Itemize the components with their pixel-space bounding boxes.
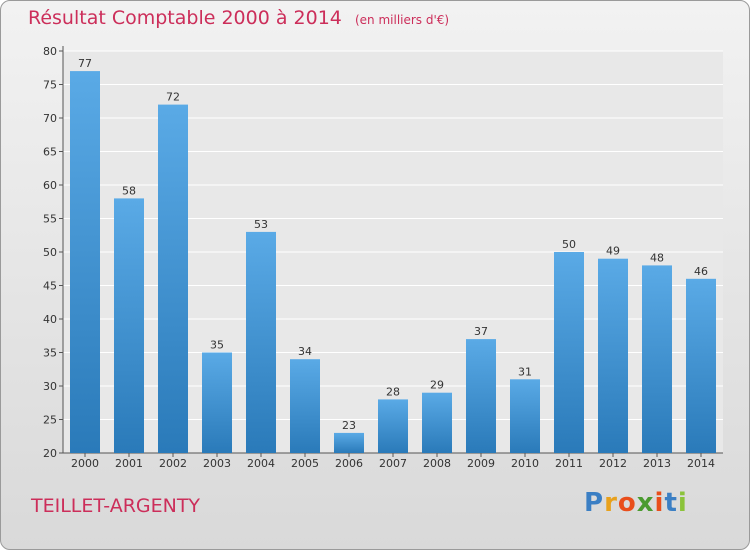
x-tick-label: 2011 — [555, 457, 583, 470]
bar — [422, 392, 452, 453]
bar — [466, 339, 496, 453]
y-tick-label: 65 — [43, 146, 57, 159]
logo-letter: o — [617, 488, 637, 518]
logo-letter: P — [584, 488, 605, 518]
logo-letter: x — [636, 488, 655, 518]
data-label: 50 — [562, 238, 576, 251]
y-tick-label: 75 — [43, 79, 57, 92]
proxiti-logo: Proxiti — [584, 488, 688, 518]
x-tick-label: 2014 — [687, 457, 715, 470]
bar — [554, 252, 584, 453]
bar — [70, 71, 100, 453]
logo-letter: t — [664, 488, 678, 518]
logo-letter: i — [677, 488, 688, 518]
bar — [598, 258, 628, 453]
logo-letter: r — [604, 488, 618, 518]
x-tick-label: 2012 — [599, 457, 627, 470]
x-tick-label: 2009 — [467, 457, 495, 470]
bar — [378, 399, 408, 453]
data-label: 37 — [474, 325, 488, 338]
x-tick-label: 2000 — [71, 457, 99, 470]
bar — [202, 352, 232, 453]
y-tick-label: 40 — [43, 313, 57, 326]
data-label: 28 — [386, 385, 400, 398]
y-tick-label: 20 — [43, 447, 57, 460]
data-label: 77 — [78, 57, 92, 70]
x-tick-label: 2013 — [643, 457, 671, 470]
x-tick-label: 2006 — [335, 457, 363, 470]
x-tick-label: 2003 — [203, 457, 231, 470]
bar — [290, 359, 320, 453]
data-label: 35 — [210, 339, 224, 352]
y-tick-label: 45 — [43, 280, 57, 293]
data-label: 46 — [694, 265, 708, 278]
data-label: 48 — [650, 251, 664, 264]
bar — [686, 278, 716, 453]
chart-title: Résultat Comptable 2000 à 2014 — [28, 7, 342, 29]
x-tick-label: 2002 — [159, 457, 187, 470]
chart-title-block: Résultat Comptable 2000 à 2014 (en milli… — [28, 7, 449, 29]
y-tick-label: 30 — [43, 380, 57, 393]
x-tick-label: 2010 — [511, 457, 539, 470]
place-name: TEILLET-ARGENTY — [31, 495, 201, 517]
y-tick-label: 35 — [43, 347, 57, 360]
bar — [246, 231, 276, 453]
y-tick-label: 70 — [43, 112, 57, 125]
y-tick-label: 55 — [43, 213, 57, 226]
data-label: 49 — [606, 245, 620, 258]
data-label: 29 — [430, 379, 444, 392]
x-tick-label: 2004 — [247, 457, 275, 470]
x-tick-label: 2007 — [379, 457, 407, 470]
y-tick-label: 25 — [43, 414, 57, 427]
bar — [114, 198, 144, 453]
x-tick-label: 2005 — [291, 457, 319, 470]
x-tick-label: 2001 — [115, 457, 143, 470]
y-tick-label: 60 — [43, 179, 57, 192]
logo-letter: i — [654, 488, 665, 518]
data-label: 58 — [122, 184, 136, 197]
x-tick-label: 2008 — [423, 457, 451, 470]
data-label: 34 — [298, 345, 312, 358]
data-label: 72 — [166, 91, 180, 104]
y-tick-label: 50 — [43, 246, 57, 259]
y-tick-label: 80 — [43, 45, 57, 58]
data-label: 31 — [518, 365, 532, 378]
data-label: 23 — [342, 419, 356, 432]
bar — [642, 265, 672, 453]
bar — [510, 379, 540, 453]
data-label: 53 — [254, 218, 268, 231]
chart-subtitle: (en milliers d'€) — [354, 13, 450, 27]
bar — [158, 104, 188, 453]
bar — [334, 432, 364, 453]
